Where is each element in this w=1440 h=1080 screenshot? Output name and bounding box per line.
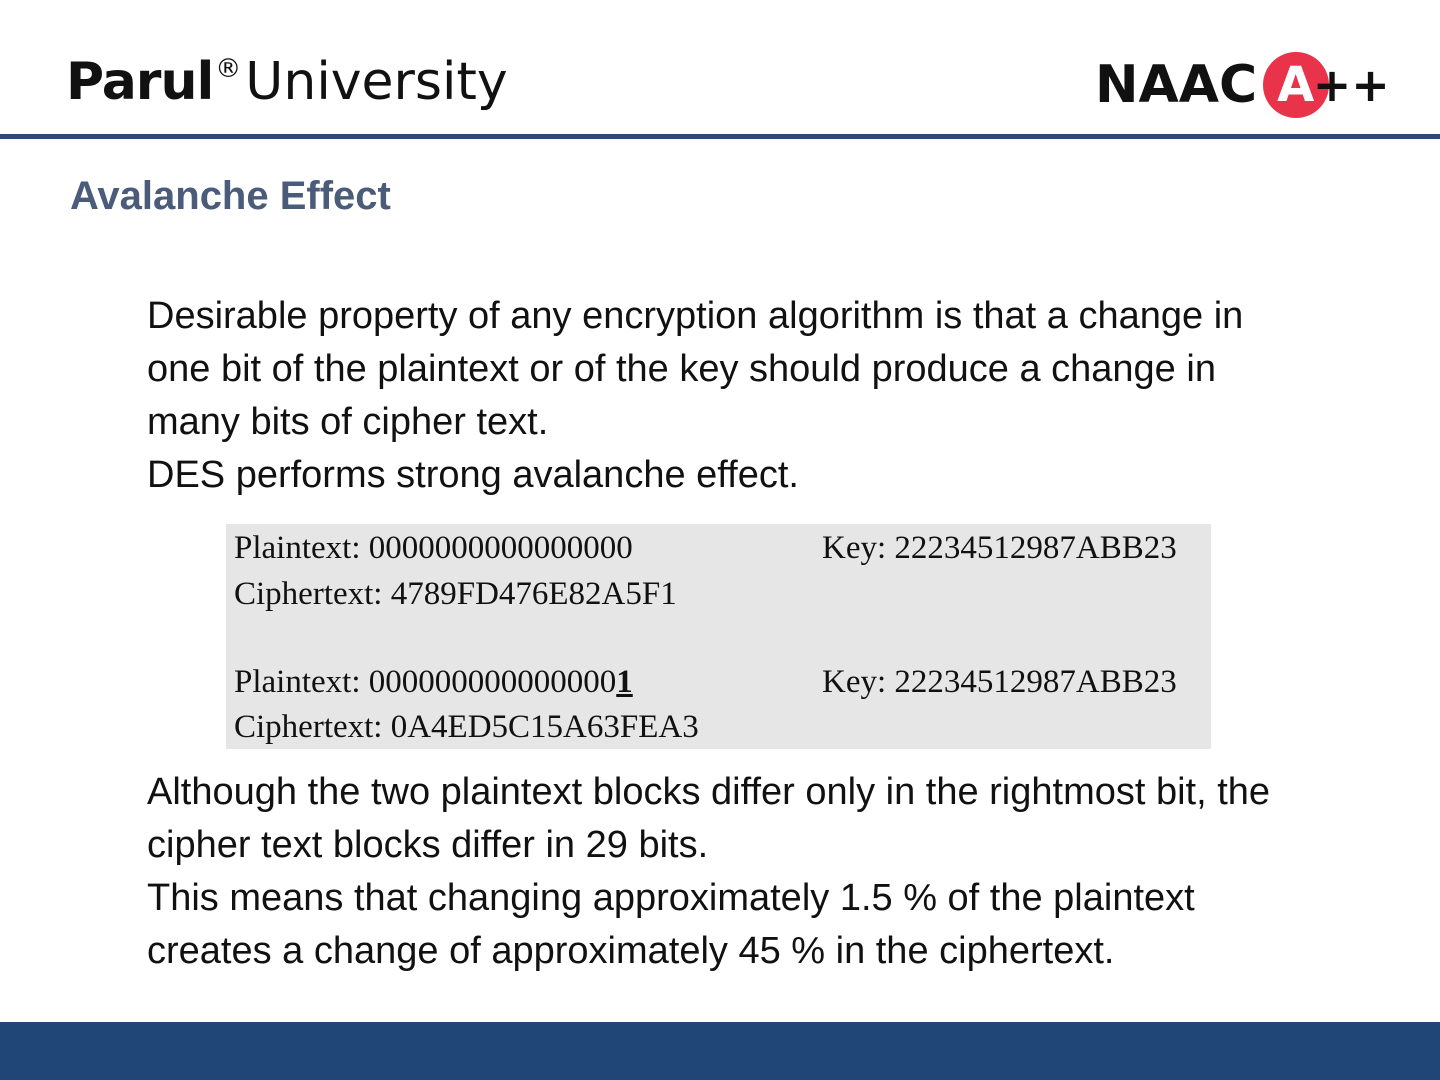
conclusion-line-1: Although the two plaintext blocks differ… [147,771,1271,813]
logo-brand: Parul [66,52,214,112]
conclusion-text: Although the two plaintext blocks differ… [147,766,1407,978]
grade-plus: ++ [1312,58,1390,112]
des-example-box: Plaintext: 0000000000000000 Key: 2223451… [226,524,1211,749]
naac-text: NAAC [1095,55,1258,115]
intro-line-2: one bit of the plaintext or of the key s… [147,348,1216,390]
parul-university-logo: Parul®University [66,52,508,112]
conclusion-line-3: This means that changing approximately 1… [147,877,1195,919]
example-key-2: Key: 22234512987ABB23 [822,664,1177,700]
logo-registered-mark: ® [215,54,242,84]
footer-bar [0,1022,1440,1080]
slide-title: Avalanche Effect [70,174,391,218]
conclusion-line-2: cipher text blocks differ in 29 bits. [147,824,709,866]
slide-header: Parul®University NAAC A ++ [0,0,1440,140]
intro-line-3: many bits of cipher text. [147,401,549,443]
logo-university: University [245,52,508,112]
grade-circle-icon: A [1262,52,1329,118]
naac-grade: A ++ [1262,52,1390,118]
plaintext-1-prefix: Plaintext: 000000000000000 [234,530,617,566]
example-plaintext-2: Plaintext: 0000000000000001 [234,664,633,701]
plaintext-1-last-bit: 0 [616,530,633,566]
plaintext-2-last-bit: 1 [616,664,633,700]
example-ciphertext-2: Ciphertext: 0A4ED5C15A63FEA3 [234,709,699,745]
intro-text: Desirable property of any encryption alg… [147,290,1407,502]
naac-logo: NAAC A ++ [1095,52,1390,118]
header-divider [0,134,1440,139]
example-ciphertext-1: Ciphertext: 4789FD476E82A5F1 [234,576,677,612]
intro-line-4: DES performs strong avalanche effect. [147,454,799,496]
example-plaintext-1: Plaintext: 0000000000000000 [234,530,633,567]
conclusion-line-4: creates a change of approximately 45 % i… [147,930,1115,972]
intro-line-1: Desirable property of any encryption alg… [147,295,1244,337]
plaintext-2-prefix: Plaintext: 000000000000000 [234,664,617,700]
example-key-1: Key: 22234512987ABB23 [822,530,1177,566]
